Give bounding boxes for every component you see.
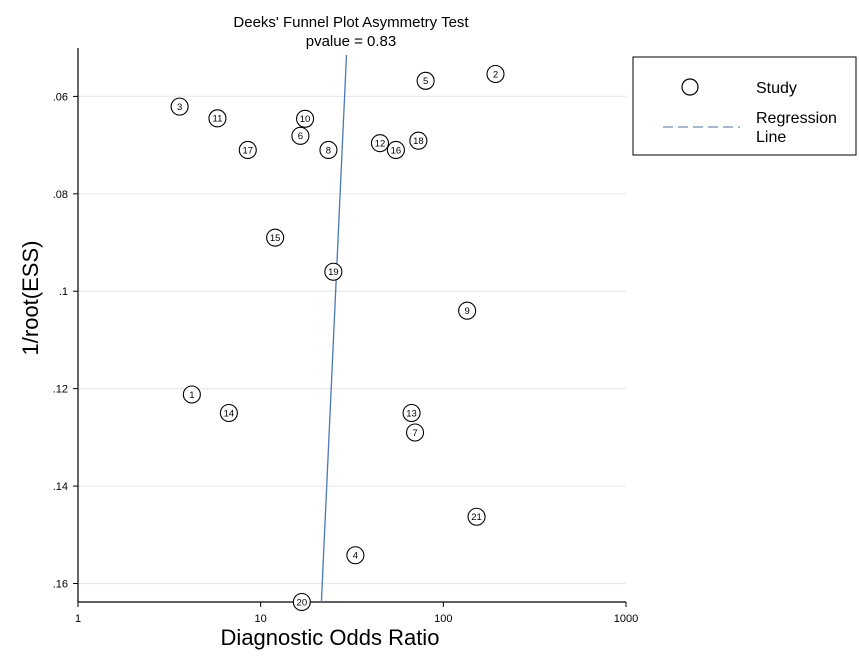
- study-point-label: 17: [242, 145, 253, 156]
- study-point-label: 8: [326, 145, 331, 156]
- study-point-18: 18: [409, 131, 428, 150]
- study-point-marker: [386, 140, 405, 160]
- study-point-label: 16: [391, 145, 402, 156]
- study-point-15: 15: [266, 228, 285, 247]
- study-point-19: 19: [324, 262, 343, 281]
- study-point-14: 14: [219, 403, 238, 423]
- study-point-marker: [266, 228, 285, 247]
- study-point-label: 19: [328, 267, 339, 278]
- y-tick-label-2: .1: [59, 286, 68, 298]
- study-point-marker: [324, 262, 343, 281]
- study-point-label: 2: [493, 69, 498, 80]
- study-point-marker: [170, 97, 189, 116]
- study-point-marker: [319, 140, 338, 160]
- study-point-label: 9: [464, 306, 469, 317]
- study-point-2: 2: [486, 64, 505, 84]
- study-point-20: 20: [292, 592, 311, 612]
- x-tick-label-0: 1: [75, 613, 81, 625]
- study-point-marker: [291, 126, 310, 145]
- study-point-marker: [292, 592, 311, 612]
- legend-regression-label-line1: Regression: [756, 110, 837, 127]
- study-point-marker: [409, 131, 428, 150]
- chart-title: Deeks' Funnel Plot Asymmetry Test: [233, 14, 469, 31]
- study-point-label: 13: [406, 408, 417, 419]
- study-point-marker: [296, 109, 315, 128]
- study-point-label: 11: [213, 114, 223, 125]
- y-axis-title: 1/root(ESS): [18, 241, 43, 356]
- y-tick-label-5: .16: [53, 578, 68, 590]
- study-point-7: 7: [405, 423, 425, 442]
- study-point-12: 12: [370, 134, 390, 153]
- study-point-21: 21: [467, 507, 486, 526]
- study-point-label: 10: [300, 114, 311, 125]
- study-point-16: 16: [386, 140, 405, 160]
- legend: Study Regression Line: [632, 56, 857, 156]
- study-point-marker: [208, 109, 227, 128]
- study-point-13: 13: [402, 403, 421, 423]
- x-axis-title: Diagnostic Odds Ratio: [221, 625, 440, 650]
- legend-box: [632, 56, 857, 156]
- x-tick-label-3: 1000: [614, 613, 638, 625]
- study-point-4: 4: [346, 546, 365, 565]
- regression-line: [320, 54, 348, 603]
- y-tick-label-1: .08: [53, 189, 68, 201]
- y-axis-ticks: .06 .08 .1 .12 .14 .16: [53, 91, 78, 590]
- study-point-marker: [219, 403, 238, 423]
- study-point-marker: [238, 140, 257, 160]
- study-point-8: 8: [319, 140, 338, 160]
- study-point-6: 6: [291, 126, 310, 145]
- study-point-marker: [486, 64, 505, 84]
- y-tick-label-3: .12: [53, 384, 68, 396]
- study-point-9: 9: [458, 301, 477, 320]
- study-point-marker: [370, 134, 390, 153]
- study-point-label: 20: [297, 597, 308, 608]
- study-point-label: 18: [413, 136, 424, 147]
- study-point-marker: [405, 423, 425, 442]
- y-tick-label-0: .06: [53, 91, 68, 103]
- study-point-5: 5: [416, 71, 435, 90]
- study-point-label: 7: [412, 428, 417, 439]
- study-point-3: 3: [170, 97, 189, 116]
- legend-study-marker: [681, 78, 699, 96]
- study-point-label: 12: [375, 138, 386, 149]
- x-tick-label-1: 10: [255, 613, 267, 625]
- study-point-marker: [458, 301, 477, 320]
- study-point-label: 14: [224, 408, 235, 419]
- study-point-label: 1: [189, 390, 194, 401]
- study-point-1: 1: [182, 385, 201, 404]
- study-point-label: 15: [270, 233, 281, 244]
- study-point-label: 21: [471, 512, 482, 523]
- study-point-marker: [416, 71, 435, 90]
- legend-study-label: Study: [756, 80, 797, 97]
- study-point-11: 11: [208, 109, 227, 128]
- x-tick-label-2: 100: [434, 613, 452, 625]
- grid-lines: [78, 95, 626, 585]
- study-point-label: 3: [177, 102, 182, 113]
- study-point-label: 4: [353, 551, 358, 562]
- y-tick-label-4: .14: [53, 481, 68, 493]
- study-point-marker: [346, 546, 365, 565]
- study-point-17: 17: [238, 140, 257, 160]
- study-point-label: 6: [298, 131, 303, 142]
- study-point-10: 10: [296, 109, 315, 128]
- x-axis-ticks: 1 10 100 1000: [75, 602, 638, 625]
- study-point-marker: [402, 403, 421, 423]
- study-point-marker: [182, 385, 201, 404]
- chart-subtitle: pvalue = 0.83: [306, 33, 397, 50]
- legend-regression-label-line2: Line: [756, 129, 786, 146]
- study-point-label: 5: [423, 76, 428, 87]
- study-point-marker: [467, 507, 486, 526]
